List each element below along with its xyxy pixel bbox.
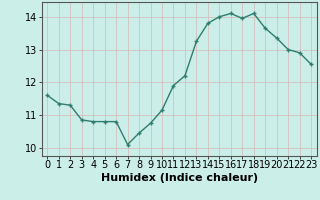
X-axis label: Humidex (Indice chaleur): Humidex (Indice chaleur) (100, 173, 258, 183)
